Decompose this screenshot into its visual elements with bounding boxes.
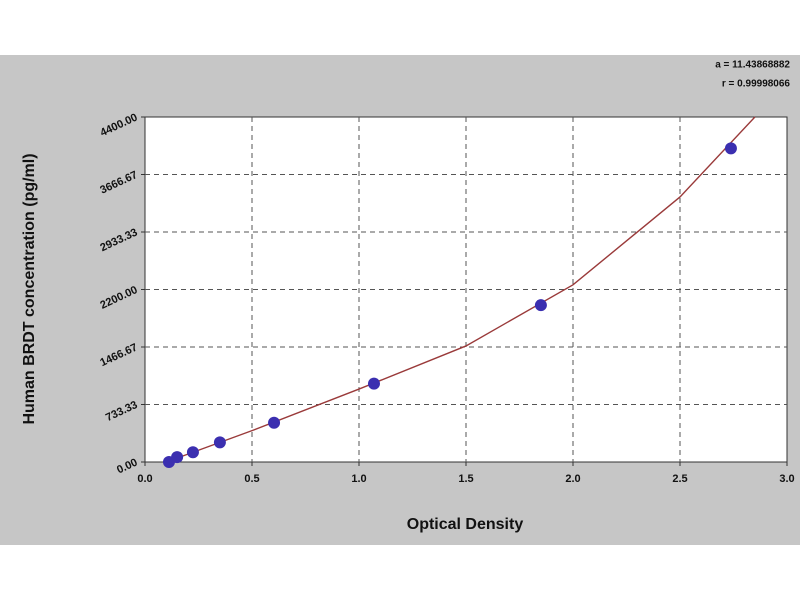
fit-coefficient: a = 11.43868882 xyxy=(715,60,790,71)
x-tick-label: 1.0 xyxy=(351,473,366,485)
x-axis-title: Optical Density xyxy=(407,516,524,533)
x-tick-label: 3.0 xyxy=(779,473,794,485)
x-tick-label: 0.5 xyxy=(244,473,259,485)
y-axis-title: Human BRDT concentration (pg/ml) xyxy=(21,153,38,424)
data-point xyxy=(213,436,226,449)
data-point xyxy=(171,451,184,464)
x-tick-label: 2.5 xyxy=(672,473,687,485)
data-point xyxy=(268,416,281,429)
data-point xyxy=(534,299,547,312)
data-point xyxy=(724,142,737,155)
correlation: r = 0.99998066 xyxy=(722,79,791,90)
x-tick-label: 0.0 xyxy=(137,473,152,485)
x-tick-label: 2.0 xyxy=(565,473,580,485)
data-point xyxy=(367,377,380,390)
data-point xyxy=(186,446,199,459)
x-tick-label: 1.5 xyxy=(458,473,473,485)
fit-curve xyxy=(166,116,756,463)
